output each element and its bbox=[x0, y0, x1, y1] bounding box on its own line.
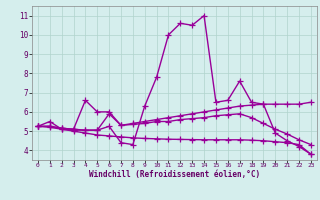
X-axis label: Windchill (Refroidissement éolien,°C): Windchill (Refroidissement éolien,°C) bbox=[89, 170, 260, 179]
